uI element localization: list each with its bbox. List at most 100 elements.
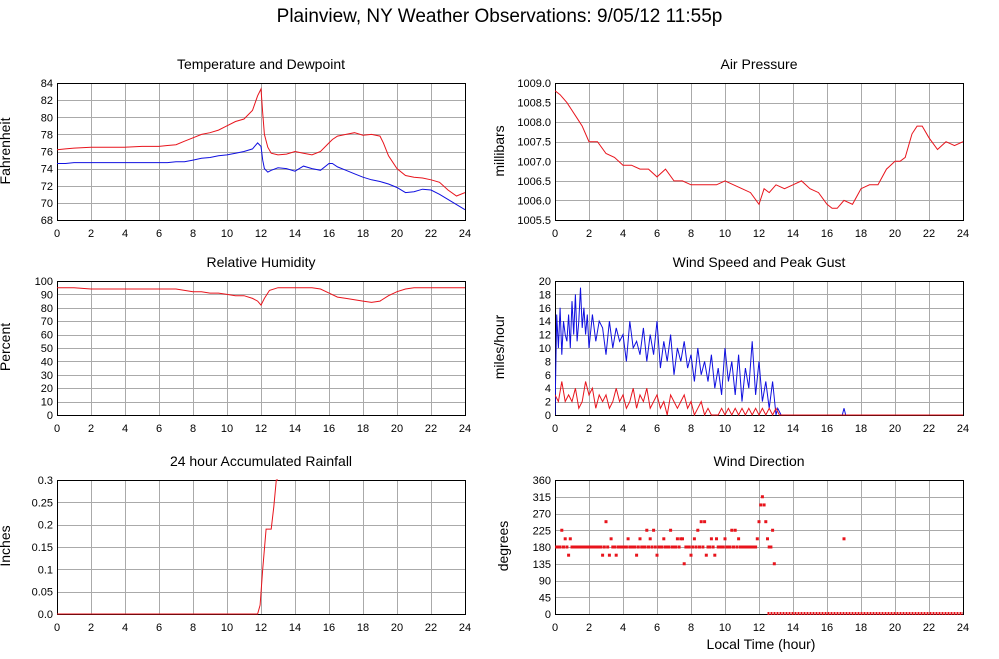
direction-point xyxy=(742,545,746,549)
x-tick-label: 14 xyxy=(787,228,799,240)
x-tick-label: 12 xyxy=(753,423,765,435)
grid xyxy=(555,480,963,614)
y-tick-label: 4 xyxy=(545,383,551,395)
direction-point xyxy=(650,545,654,549)
direction-point xyxy=(653,545,657,549)
y-tick-label: 0.15 xyxy=(32,542,53,554)
y-tick-label: 1008.5 xyxy=(517,98,551,110)
chart-title: Air Pressure xyxy=(720,56,798,72)
y-tick-label: 90 xyxy=(539,576,551,588)
direction-point xyxy=(681,537,684,541)
direction-point xyxy=(713,553,717,557)
x-tick-label: 10 xyxy=(719,228,731,240)
y-tick-label: 135 xyxy=(533,559,551,571)
y-tick-label: 1007.5 xyxy=(517,137,551,149)
x-tick-label: 24 xyxy=(459,622,471,634)
y-tick-label: 180 xyxy=(533,542,551,554)
direction-point xyxy=(760,495,764,499)
x-tick-label: 22 xyxy=(425,228,437,240)
direction-point xyxy=(733,528,737,532)
direction-point xyxy=(749,545,752,549)
direction-point xyxy=(672,545,676,549)
direction-point xyxy=(555,545,559,549)
x-tick-label: 10 xyxy=(221,622,233,634)
direction-point xyxy=(611,545,615,549)
temperature-chart: Temperature and Dewpoint Fahrenheit 0 2 4 6 8 1… xyxy=(0,53,475,246)
x-tick-label: 2 xyxy=(88,228,94,240)
x-tick-label: 24 xyxy=(957,622,969,634)
direction-point xyxy=(556,545,560,549)
direction-point xyxy=(640,545,644,549)
x-tick-label: 2 xyxy=(586,622,592,634)
y-tick-label: 70 xyxy=(41,198,53,210)
x-tick-label: 14 xyxy=(289,423,301,435)
y-tick-label: 1007.0 xyxy=(517,156,551,168)
direction-point xyxy=(754,545,758,549)
x-tick-label: 16 xyxy=(821,423,833,435)
x-tick-label: 20 xyxy=(391,423,403,435)
direction-point xyxy=(675,537,679,541)
x-tick-label: 18 xyxy=(855,622,867,634)
direction-point xyxy=(589,545,593,549)
y-tick-label: 0.0 xyxy=(38,609,53,621)
x-tick-label: 24 xyxy=(957,228,969,240)
direction-point xyxy=(633,545,637,549)
direction-point xyxy=(579,545,582,549)
x-tick-label: 18 xyxy=(357,228,369,240)
direction-point xyxy=(726,545,730,549)
direction-point xyxy=(757,520,761,524)
x-tick-label: 24 xyxy=(459,228,471,240)
direction-point xyxy=(699,520,703,524)
direction-point xyxy=(630,545,633,549)
direction-point xyxy=(759,503,763,507)
direction-point xyxy=(596,545,599,549)
chart-title: Temperature and Dewpoint xyxy=(176,56,346,72)
x-tick-label: 12 xyxy=(753,622,765,634)
direction-point xyxy=(696,528,700,532)
direction-point xyxy=(577,545,581,549)
x-tick-label: 16 xyxy=(323,228,335,240)
x-tick-label: 8 xyxy=(688,228,694,240)
direction-point xyxy=(601,553,605,557)
x-tick-label: 18 xyxy=(855,423,867,435)
direction-point xyxy=(575,545,579,549)
x-tick-label: 12 xyxy=(255,228,267,240)
x-tick-label: 12 xyxy=(255,622,267,634)
direction-point xyxy=(694,545,698,549)
y-tick-label: 90 xyxy=(41,289,53,301)
y-tick-label: 6 xyxy=(545,370,551,382)
x-tick-label: 20 xyxy=(391,622,403,634)
direction-point xyxy=(769,545,773,549)
direction-point xyxy=(645,528,649,532)
x-tick-label: 8 xyxy=(190,622,196,634)
x-tick-label: 12 xyxy=(753,228,765,240)
plot-frame xyxy=(555,83,964,221)
y-tick-label: 84 xyxy=(41,78,53,90)
plot-frame xyxy=(555,281,964,416)
y-tick-label: 14 xyxy=(539,316,551,328)
plot-frame xyxy=(57,480,466,615)
series-line-red xyxy=(57,87,465,197)
direction-point xyxy=(730,528,734,532)
direction-point xyxy=(677,545,681,549)
x-axis-label: Local Time (hour) xyxy=(706,636,816,652)
y-tick-label: 40 xyxy=(41,356,53,368)
direction-point xyxy=(587,545,591,549)
y-tick-label: 100 xyxy=(35,276,53,288)
direction-point xyxy=(643,545,647,549)
y-tick-label: 72 xyxy=(41,181,53,193)
direction-point xyxy=(732,545,735,549)
direction-point xyxy=(613,545,616,549)
y-tick-label: 10 xyxy=(41,397,53,409)
x-tick-label: 20 xyxy=(889,423,901,435)
y-tick-label: 60 xyxy=(41,330,53,342)
direction-point xyxy=(665,545,669,549)
direction-point xyxy=(585,545,589,549)
x-tick-label: 8 xyxy=(190,228,196,240)
y-tick-label: 74 xyxy=(41,164,53,176)
x-tick-label: 14 xyxy=(289,622,301,634)
x-tick-label: 0 xyxy=(54,228,60,240)
direction-point xyxy=(692,537,696,541)
direction-point xyxy=(745,545,749,549)
